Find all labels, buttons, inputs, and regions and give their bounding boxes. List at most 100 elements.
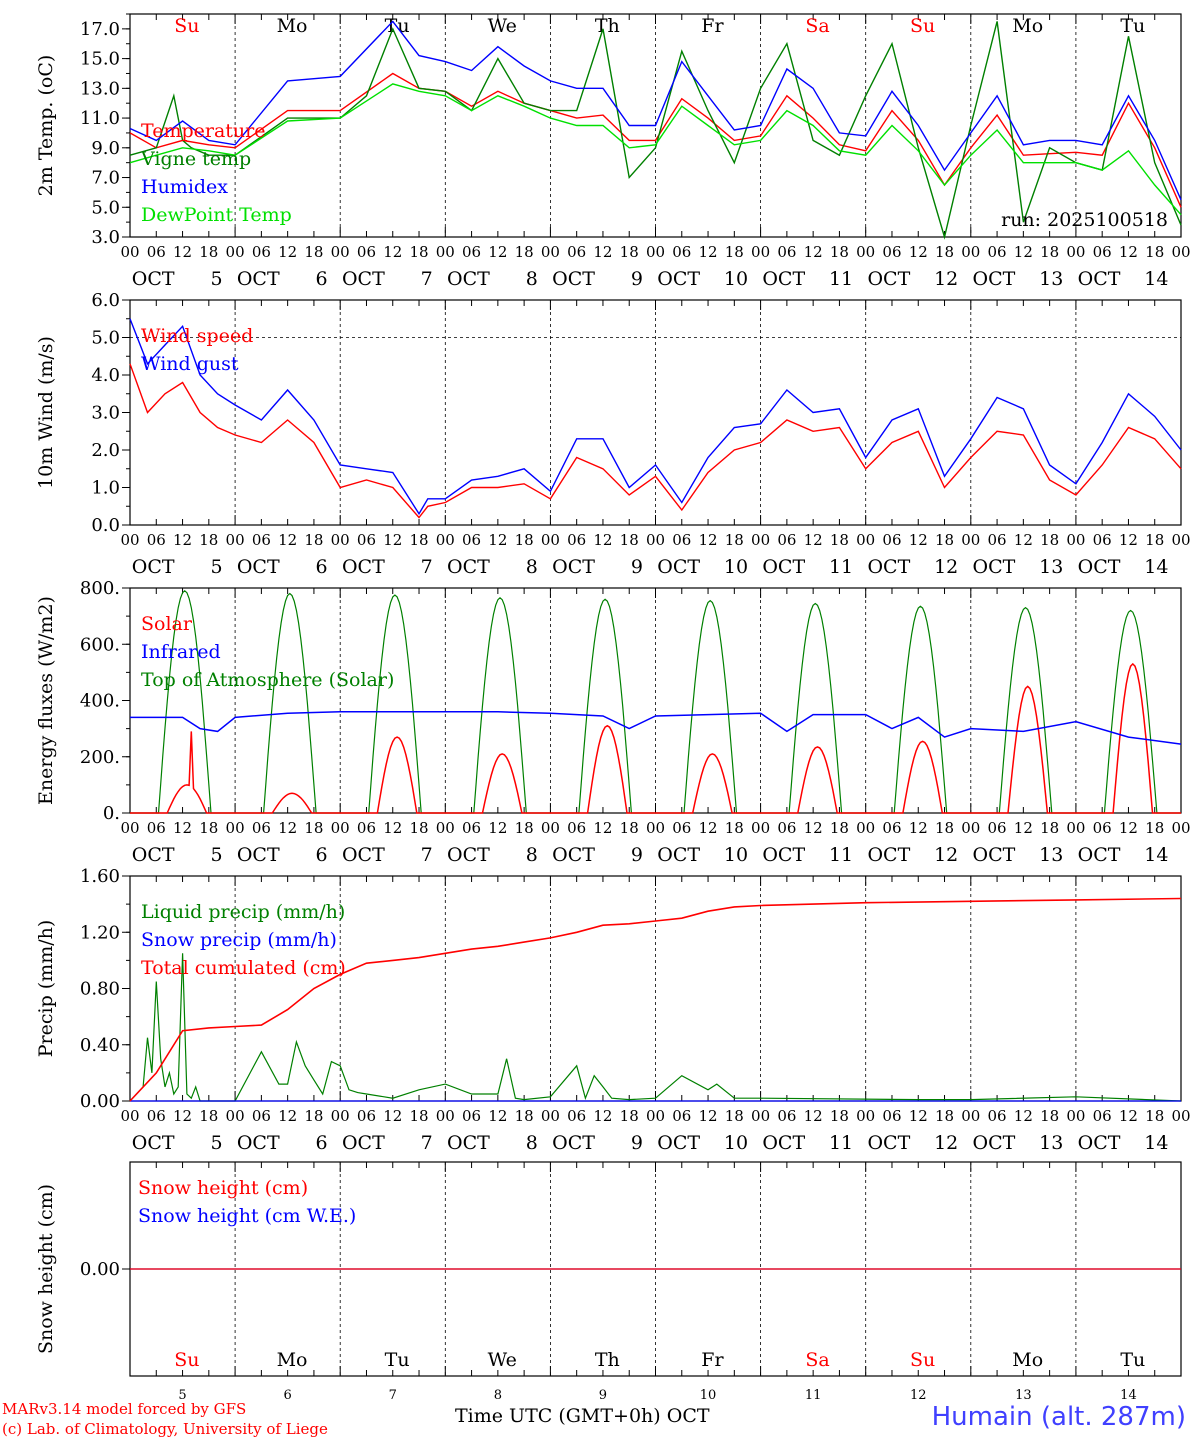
hour-tick-label: 12	[278, 1107, 297, 1125]
hour-tick-label: 00	[120, 1107, 139, 1125]
day-number-label: 12	[934, 1132, 958, 1154]
month-label: OCT	[867, 844, 910, 866]
y-tick-label: 15.0	[80, 49, 120, 70]
day-number-label: 8	[526, 844, 538, 866]
hour-tick-label: 18	[304, 243, 323, 261]
hour-tick-label: 18	[1040, 1107, 1059, 1125]
y-tick-label: 5.0	[91, 197, 120, 218]
hour-tick-label: 18	[1145, 1107, 1164, 1125]
y-tick-label: 0.	[103, 803, 120, 824]
day-number-small: 6	[284, 1388, 292, 1403]
month-label: OCT	[132, 844, 175, 866]
hour-tick-label: 06	[882, 1107, 901, 1125]
month-label: OCT	[447, 268, 490, 290]
hour-tick-label: 12	[909, 243, 928, 261]
hour-tick-label: 18	[935, 243, 954, 261]
hour-tick-label: 06	[777, 531, 796, 549]
hour-tick-label: 00	[226, 243, 245, 261]
hour-tick-label: 06	[567, 243, 586, 261]
hour-tick-label: 12	[383, 243, 402, 261]
day-number-label: 10	[724, 556, 748, 578]
hour-tick-label: 12	[1014, 1107, 1033, 1125]
month-label: OCT	[867, 268, 910, 290]
series-line-0	[129, 72, 1182, 208]
day-number-label: 8	[526, 268, 538, 290]
hour-tick-label: 06	[252, 531, 271, 549]
hour-tick-label: 00	[856, 243, 875, 261]
hour-tick-label: 12	[278, 243, 297, 261]
hour-tick-label: 18	[1145, 243, 1164, 261]
day-number-small: 7	[389, 1388, 397, 1403]
month-label: OCT	[237, 268, 280, 290]
day-number-label: 5	[210, 1132, 222, 1154]
legend-entry: Liquid precip (mm/h)	[141, 901, 345, 923]
hour-tick-label: 00	[961, 531, 980, 549]
legend-entry: Snow height (cm W.E.)	[138, 1205, 356, 1227]
hour-tick-label: 00	[646, 1107, 665, 1125]
hour-tick-label: 12	[1119, 243, 1138, 261]
hour-tick-label: 00	[751, 1107, 770, 1125]
credit-line-2: (c) Lab. of Climatology, University of L…	[2, 1420, 328, 1438]
hour-tick-label: 00	[541, 243, 560, 261]
day-number-label: 8	[526, 556, 538, 578]
weekday-label: Tu	[1120, 15, 1145, 37]
hour-tick-label: 18	[1040, 531, 1059, 549]
weekday-label: Mo	[1012, 15, 1043, 37]
hour-tick-label: 00	[1171, 819, 1190, 837]
hour-tick-label: 06	[357, 819, 376, 837]
month-label: OCT	[552, 556, 595, 578]
legend-entry: Top of Atmosphere (Solar)	[141, 669, 394, 691]
hour-tick-label: 00	[120, 819, 139, 837]
month-label: OCT	[973, 556, 1016, 578]
month-label: OCT	[973, 844, 1016, 866]
hour-tick-label: 06	[882, 243, 901, 261]
hour-tick-label: 00	[751, 531, 770, 549]
hour-tick-label: 06	[777, 1107, 796, 1125]
hour-tick-label: 06	[462, 243, 481, 261]
station-label: Humain (alt. 287m)	[931, 1402, 1186, 1432]
day-number-label: 9	[631, 556, 643, 578]
y-tick-label: 4.0	[91, 365, 120, 386]
y-tick-label: 11.0	[80, 108, 120, 129]
hour-tick-label: 18	[409, 243, 428, 261]
legend-entry: Humidex	[141, 176, 228, 198]
hour-tick-label: 06	[462, 531, 481, 549]
series-line-2	[129, 20, 1182, 201]
month-label: OCT	[867, 1132, 910, 1154]
weekday-label: Th	[595, 15, 620, 37]
y-tick-label: 0.40	[80, 1035, 120, 1056]
hour-tick-label: 12	[173, 819, 192, 837]
legend-entry: Wind gust	[141, 353, 239, 375]
y-axis-label: 2m Temp. (oC)	[35, 55, 57, 197]
weekday-label: Su	[174, 15, 199, 37]
hour-tick-label: 06	[882, 531, 901, 549]
hour-tick-label: 12	[593, 243, 612, 261]
hour-tick-label: 18	[830, 819, 849, 837]
month-label: OCT	[1078, 1132, 1121, 1154]
hour-tick-label: 00	[751, 243, 770, 261]
series-line-solar	[130, 662, 1181, 814]
x-axis-title-text: Time UTC (GMT+0h)	[455, 1405, 661, 1427]
hour-tick-label: 12	[1014, 531, 1033, 549]
hour-tick-label: 18	[830, 1107, 849, 1125]
month-label: OCT	[342, 844, 385, 866]
y-tick-label: 1.0	[91, 478, 120, 499]
hour-tick-label: 00	[856, 531, 875, 549]
hour-tick-label: 06	[147, 531, 166, 549]
hour-tick-label: 18	[830, 243, 849, 261]
legend-entry: Total cumulated (cm)	[141, 957, 346, 979]
hour-tick-label: 06	[147, 819, 166, 837]
hour-tick-label: 12	[173, 243, 192, 261]
y-tick-label: 6.0	[91, 290, 120, 311]
hour-tick-label: 00	[961, 819, 980, 837]
day-number-label: 5	[210, 268, 222, 290]
hour-tick-label: 06	[777, 819, 796, 837]
series-line-1	[129, 21, 1182, 240]
day-number-label: 7	[421, 556, 433, 578]
day-number-label: 10	[724, 844, 748, 866]
series-line-0	[129, 363, 1182, 519]
month-label: OCT	[132, 268, 175, 290]
hour-tick-label: 00	[646, 243, 665, 261]
hour-tick-label: 18	[830, 531, 849, 549]
hour-tick-label: 06	[988, 243, 1007, 261]
